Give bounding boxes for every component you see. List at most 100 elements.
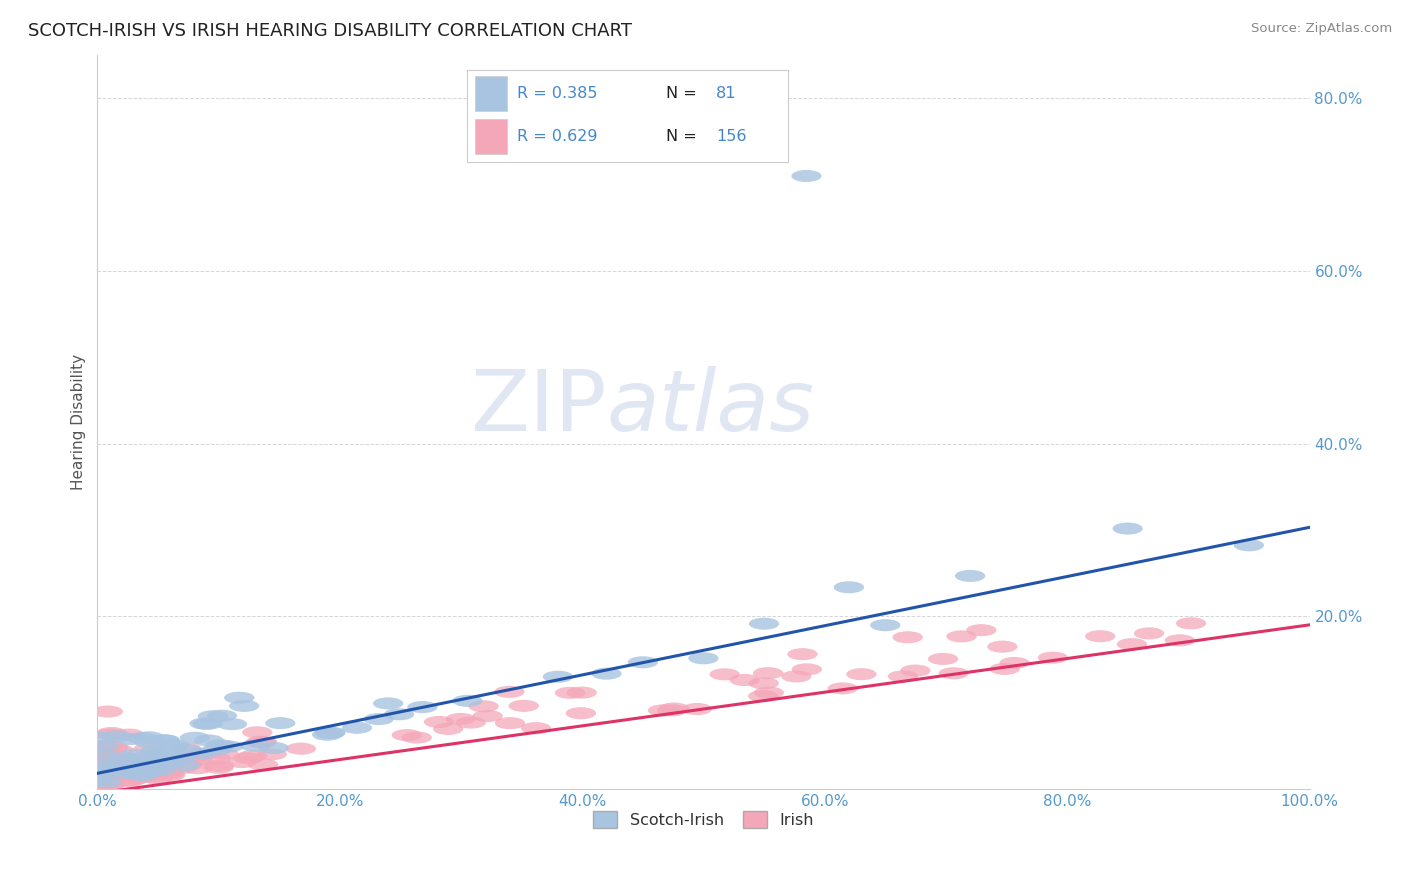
Ellipse shape [648,705,678,716]
Ellipse shape [96,764,127,776]
Ellipse shape [166,762,197,774]
Ellipse shape [543,671,574,682]
Ellipse shape [90,756,121,767]
Ellipse shape [134,731,165,743]
Ellipse shape [103,757,132,769]
Ellipse shape [89,752,120,764]
Ellipse shape [186,747,217,760]
Ellipse shape [834,582,865,593]
Ellipse shape [710,668,740,681]
Ellipse shape [141,764,170,777]
Ellipse shape [433,723,464,735]
Ellipse shape [114,729,145,740]
Ellipse shape [792,170,821,182]
Ellipse shape [96,729,125,740]
Ellipse shape [204,762,233,774]
Ellipse shape [101,731,132,742]
Ellipse shape [205,739,236,751]
Ellipse shape [90,754,120,766]
Ellipse shape [90,756,121,768]
Ellipse shape [217,718,247,731]
Ellipse shape [155,768,184,780]
Ellipse shape [86,773,115,786]
Ellipse shape [111,766,142,778]
Ellipse shape [104,760,135,772]
Ellipse shape [149,734,180,747]
Ellipse shape [887,670,918,682]
Ellipse shape [749,617,779,630]
Ellipse shape [118,748,149,761]
Ellipse shape [136,760,166,772]
Ellipse shape [129,766,159,779]
Ellipse shape [315,726,346,739]
Ellipse shape [90,761,120,772]
Ellipse shape [145,759,174,771]
Ellipse shape [408,701,437,713]
Ellipse shape [96,773,125,785]
Ellipse shape [96,778,125,790]
Ellipse shape [246,736,276,747]
Ellipse shape [107,769,138,781]
Ellipse shape [152,766,181,778]
Ellipse shape [748,690,779,702]
Ellipse shape [134,743,163,756]
Ellipse shape [149,758,179,770]
Ellipse shape [104,759,135,772]
Ellipse shape [155,747,184,759]
Ellipse shape [135,761,166,772]
Ellipse shape [128,763,157,774]
Ellipse shape [84,777,114,789]
Ellipse shape [990,663,1019,675]
Ellipse shape [247,736,277,748]
Ellipse shape [97,727,127,739]
Ellipse shape [87,758,118,771]
Ellipse shape [96,763,127,774]
Y-axis label: Hearing Disability: Hearing Disability [72,354,86,490]
Ellipse shape [155,756,184,769]
Ellipse shape [689,652,718,665]
Ellipse shape [93,739,124,751]
Ellipse shape [226,756,257,768]
Ellipse shape [240,739,270,752]
Ellipse shape [96,761,127,772]
Ellipse shape [105,766,135,779]
Ellipse shape [782,671,811,682]
Ellipse shape [468,700,499,713]
Ellipse shape [87,779,117,791]
Ellipse shape [567,687,598,698]
Ellipse shape [145,764,176,776]
Ellipse shape [105,765,136,777]
Ellipse shape [1085,630,1115,642]
Text: Source: ZipAtlas.com: Source: ZipAtlas.com [1251,22,1392,36]
Ellipse shape [565,707,596,719]
Ellipse shape [87,773,118,785]
Ellipse shape [86,760,117,772]
Ellipse shape [96,758,127,770]
Ellipse shape [846,668,876,681]
Ellipse shape [86,772,115,783]
Ellipse shape [117,764,148,777]
Ellipse shape [127,732,157,744]
Legend: Scotch-Irish, Irish: Scotch-Irish, Irish [585,804,823,836]
Ellipse shape [105,756,135,767]
Ellipse shape [134,736,165,748]
Ellipse shape [939,667,969,680]
Ellipse shape [148,748,179,760]
Ellipse shape [98,771,128,782]
Ellipse shape [90,756,120,769]
Ellipse shape [247,758,278,771]
Ellipse shape [101,761,132,772]
Ellipse shape [214,740,243,753]
Ellipse shape [183,748,214,761]
Ellipse shape [163,759,194,771]
Ellipse shape [342,722,373,734]
Ellipse shape [155,749,184,762]
Ellipse shape [955,570,986,582]
Ellipse shape [229,700,259,712]
Ellipse shape [83,773,112,786]
Ellipse shape [141,745,172,756]
Ellipse shape [285,743,316,755]
Ellipse shape [202,744,232,756]
Ellipse shape [84,777,114,789]
Ellipse shape [754,687,785,698]
